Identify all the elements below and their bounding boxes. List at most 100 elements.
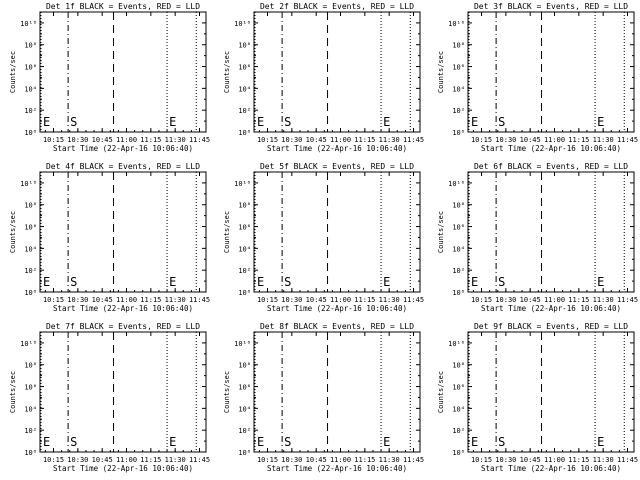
- x-tick-label: 11:00: [116, 296, 137, 304]
- y-tick-label: 10¹⁰: [234, 180, 251, 188]
- y-tick-label: 10²: [452, 267, 465, 275]
- x-tick-label: 10:45: [92, 456, 113, 464]
- y-tick-label: 10⁶: [24, 224, 37, 232]
- x-tick-label: 10:45: [306, 136, 327, 144]
- x-tick-label: 10:30: [281, 136, 302, 144]
- y-tick-label: 10²: [238, 427, 251, 435]
- y-tick-label: 10⁶: [24, 384, 37, 392]
- y-tick-label: 10⁸: [238, 42, 251, 50]
- y-tick-label: 10⁸: [452, 42, 465, 50]
- chart-panel-3: Det 3f BLACK = Events, RED = LLD 10⁰ 10² 10…: [437, 2, 638, 153]
- marker-label: E: [43, 115, 50, 129]
- y-tick-label: 10⁴: [238, 85, 251, 93]
- marker-label: S: [70, 275, 77, 289]
- x-tick-label: 11:45: [189, 136, 210, 144]
- y-tick-label: 10⁸: [24, 362, 37, 370]
- chart-title: Det 6f BLACK = Events, RED = LLD: [474, 162, 628, 171]
- marker-label: S: [498, 435, 505, 449]
- x-tick-label: 10:45: [92, 136, 113, 144]
- chart-panel-8: Det 8f BLACK = Events, RED = LLD 10⁰ 10² 10…: [223, 322, 424, 473]
- x-tick-label: 10:30: [495, 456, 516, 464]
- x-tick-label: 10:15: [257, 456, 278, 464]
- x-tick-label: 10:45: [520, 136, 541, 144]
- x-axis-label: Start Time (22-Apr-16 10:06:40): [481, 304, 621, 313]
- y-tick-label: 10²: [238, 267, 251, 275]
- y-tick-label: 10⁴: [452, 405, 465, 413]
- y-tick-label: 10⁶: [238, 224, 251, 232]
- y-axis-label: Counts/sec: [223, 211, 231, 253]
- y-axis-label: Counts/sec: [9, 211, 17, 253]
- y-tick-label: 10⁸: [238, 202, 251, 210]
- chart-title: Det 3f BLACK = Events, RED = LLD: [474, 2, 628, 11]
- x-tick-label: 11:30: [593, 136, 614, 144]
- marker-label: S: [498, 275, 505, 289]
- x-axis-label: Start Time (22-Apr-16 10:06:40): [481, 464, 621, 473]
- x-tick-label: 11:00: [544, 296, 565, 304]
- x-tick-label: 11:15: [140, 136, 161, 144]
- marker-label: E: [169, 275, 176, 289]
- chart-panel-9: Det 9f BLACK = Events, RED = LLD 10⁰ 10² 10…: [437, 322, 638, 473]
- x-tick-label: 11:30: [165, 296, 186, 304]
- x-tick-label: 10:15: [43, 136, 64, 144]
- x-tick-label: 11:00: [544, 456, 565, 464]
- marker-label: E: [471, 275, 478, 289]
- marker-label: S: [498, 115, 505, 129]
- y-tick-label: 10²: [238, 107, 251, 115]
- x-tick-label: 10:45: [520, 296, 541, 304]
- y-tick-label: 10²: [24, 427, 37, 435]
- y-tick-label: 10⁸: [452, 202, 465, 210]
- y-tick-label: 10²: [452, 107, 465, 115]
- x-tick-label: 11:45: [189, 456, 210, 464]
- x-tick-label: 10:30: [67, 136, 88, 144]
- plot-frame: [39, 11, 207, 133]
- chart-title: Det 4f BLACK = Events, RED = LLD: [46, 162, 200, 171]
- x-tick-label: 11:45: [403, 296, 424, 304]
- y-tick-label: 10⁶: [24, 64, 37, 72]
- y-tick-label: 10⁴: [24, 245, 37, 253]
- x-axis-label: Start Time (22-Apr-16 10:06:40): [53, 464, 193, 473]
- y-tick-label: 10⁰: [238, 449, 251, 457]
- y-axis-label: Counts/sec: [223, 51, 231, 93]
- y-tick-label: 10⁰: [238, 129, 251, 137]
- y-tick-label: 10⁰: [24, 289, 37, 297]
- marker-label: E: [169, 115, 176, 129]
- x-tick-label: 11:30: [593, 456, 614, 464]
- x-tick-label: 11:15: [354, 296, 375, 304]
- y-tick-label: 10⁰: [24, 449, 37, 457]
- x-tick-label: 10:15: [43, 456, 64, 464]
- marker-label: E: [383, 115, 390, 129]
- y-tick-label: 10¹⁰: [448, 180, 465, 188]
- marker-label: E: [257, 115, 264, 129]
- y-tick-label: 10⁶: [452, 384, 465, 392]
- x-tick-label: 11:15: [354, 456, 375, 464]
- x-axis-label: Start Time (22-Apr-16 10:06:40): [53, 144, 193, 153]
- y-tick-label: 10⁴: [24, 405, 37, 413]
- plot-frame: [39, 171, 207, 293]
- chart-panel-4: Det 4f BLACK = Events, RED = LLD 10⁰ 10² 10…: [9, 162, 210, 313]
- x-tick-label: 11:45: [403, 456, 424, 464]
- x-tick-label: 10:30: [281, 296, 302, 304]
- x-tick-label: 10:30: [67, 456, 88, 464]
- x-tick-label: 11:00: [330, 456, 351, 464]
- x-tick-label: 10:30: [281, 456, 302, 464]
- x-tick-label: 10:45: [306, 456, 327, 464]
- y-tick-label: 10⁸: [24, 42, 37, 50]
- y-tick-label: 10²: [452, 427, 465, 435]
- x-tick-label: 10:30: [67, 296, 88, 304]
- chart-title: Det 1f BLACK = Events, RED = LLD: [46, 2, 200, 11]
- marker-label: E: [257, 275, 264, 289]
- x-tick-label: 11:00: [544, 136, 565, 144]
- y-tick-label: 10²: [24, 267, 37, 275]
- y-tick-label: 10⁴: [24, 85, 37, 93]
- y-tick-label: 10⁶: [238, 384, 251, 392]
- y-tick-label: 10⁶: [452, 224, 465, 232]
- marker-label: E: [597, 115, 604, 129]
- x-tick-label: 11:45: [189, 296, 210, 304]
- y-tick-label: 10¹⁰: [20, 340, 37, 348]
- y-tick-label: 10¹⁰: [448, 20, 465, 28]
- y-axis-label: Counts/sec: [437, 211, 445, 253]
- x-tick-label: 10:15: [471, 136, 492, 144]
- y-tick-label: 10⁸: [238, 362, 251, 370]
- y-tick-label: 10⁴: [238, 405, 251, 413]
- chart-title: Det 8f BLACK = Events, RED = LLD: [260, 322, 414, 331]
